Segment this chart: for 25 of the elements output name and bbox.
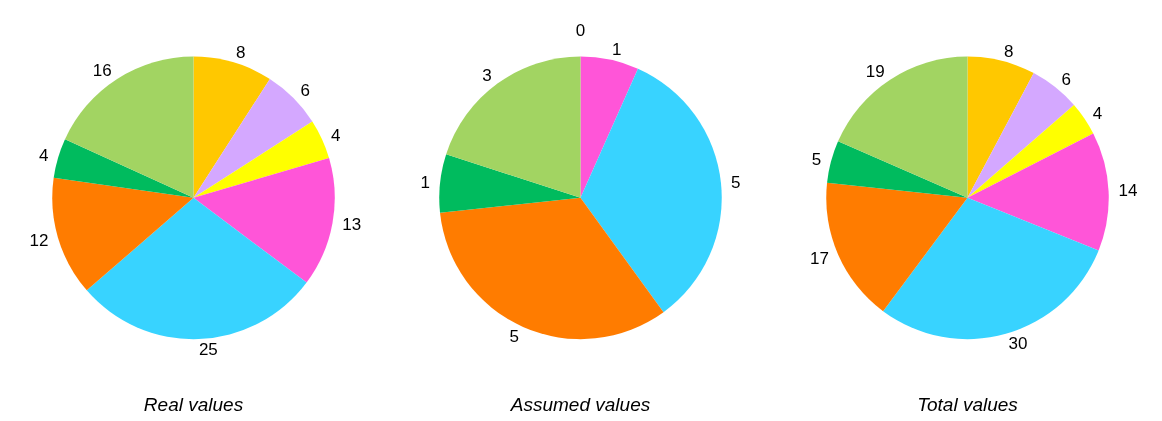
data-label: 12 [29,230,49,250]
data-label: 14 [1118,181,1138,201]
text: Assumed values [509,394,651,415]
data-label: 25 [198,339,218,359]
text: Real values [143,394,244,415]
data-label: 4 [38,145,49,165]
data-label: 19 [865,61,885,81]
data-label: 5 [730,172,741,192]
data-label: 5 [509,326,519,346]
data-label: 3 [482,66,492,85]
text: Total values [917,394,1019,415]
data-label: 4 [1092,103,1103,123]
data-label: 30 [1008,333,1028,353]
data-label: 1 [420,172,431,192]
data-label: 5 [811,149,822,169]
data-label: 1 [611,40,622,60]
data-label: 13 [342,215,362,235]
data-label: 16 [92,61,112,81]
data-label: 8 [1004,41,1014,61]
data-label: 6 [1061,69,1072,89]
text: 0 [575,21,586,40]
data-label: 17 [809,248,829,268]
data-label: 6 [300,81,310,101]
data-label: 8 [236,43,246,63]
data-label: 4 [331,125,341,145]
